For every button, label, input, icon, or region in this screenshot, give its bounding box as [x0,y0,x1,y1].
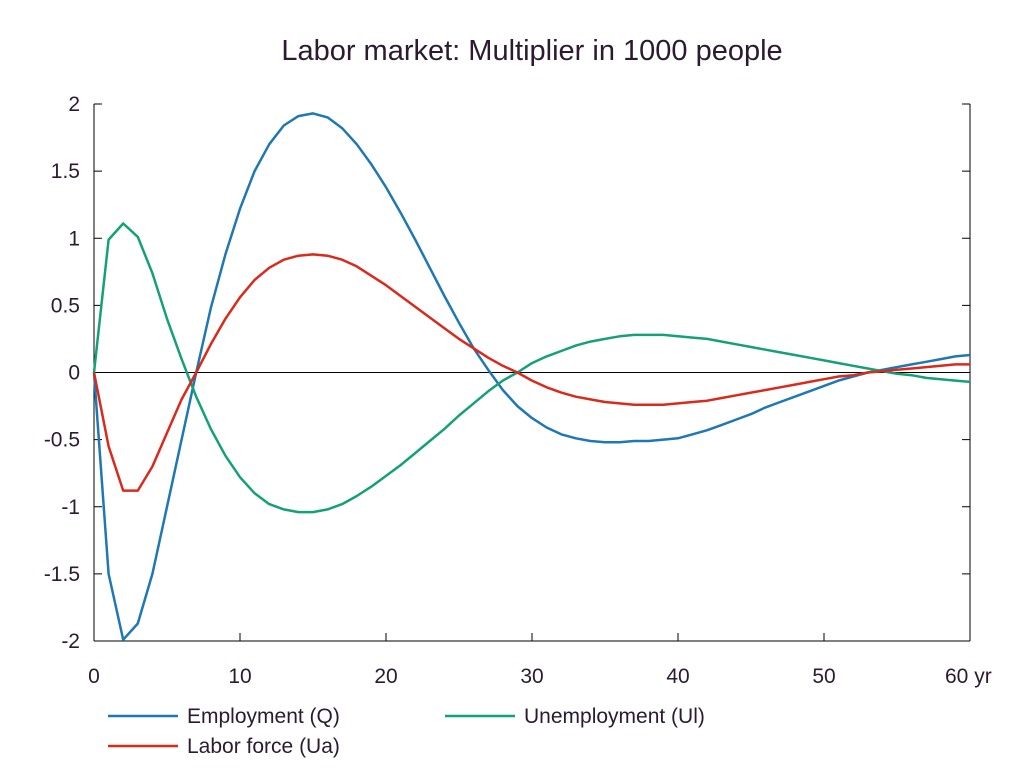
x-tick-label: 50 [812,665,835,688]
legend: Employment (Q) Unemployment (Ul) Labor for… [108,705,705,758]
series-line-1 [92,112,971,641]
y-tick-label: -2 [61,630,80,653]
y-tick-label: -1.5 [44,563,80,586]
y-tick-label: 2 [68,93,80,116]
x-tick-label: 20 [374,665,397,688]
x-tick-label: 60 yr [945,665,992,688]
x-tick-label: 40 [666,665,689,688]
axes [93,103,971,642]
tick-labels: 2 1.5 1 0.5 0 -0.5 -1 -1.5 -2 0 10 20 30 40 50 60 yr [44,93,992,688]
x-tick-label: 30 [520,665,543,688]
y-tick-label: 1 [68,227,80,250]
chart-title: Labor market: Multiplier in 1000 people [281,35,782,67]
legend-label-2: Unemployment (Ul) [524,705,705,728]
legend-label-3: Labor force (Ua) [187,735,340,758]
x-tick-label: 0 [88,665,100,688]
series-line-2 [92,222,971,514]
y-tick-label: -0.5 [44,429,80,452]
y-tick-label: 0.5 [51,294,80,317]
y-tick-label: -1 [61,496,80,519]
series-line-3 [92,253,970,492]
x-tick-label: 10 [228,665,251,688]
y-tick-label: 1.5 [51,160,80,183]
legend-label-1: Employment (Q) [187,705,340,728]
plot-lines [92,112,971,641]
y-tick-label: 0 [68,362,80,385]
